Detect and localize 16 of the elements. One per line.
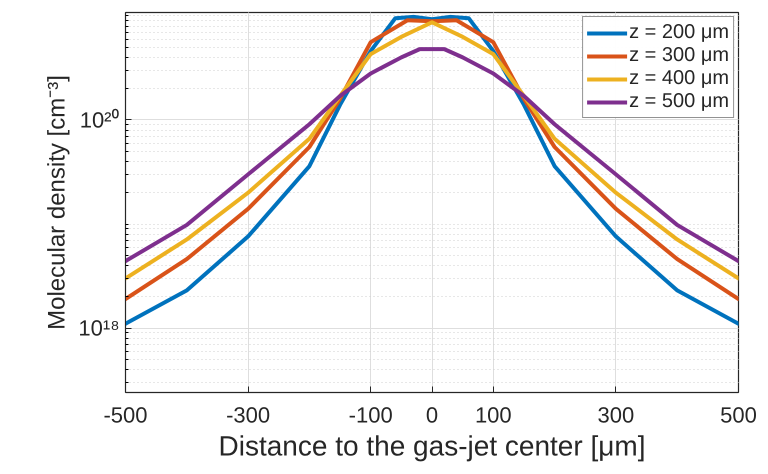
y-tick-label: 10¹⁸ xyxy=(78,316,120,341)
y-tick-label: 10²⁰ xyxy=(80,107,120,132)
x-tick-label: 100 xyxy=(474,402,512,428)
x-tick-label: -500 xyxy=(103,402,148,428)
legend-label: z = 200 μm xyxy=(629,21,729,44)
y-axis-title: Molecular density [cm⁻³] xyxy=(43,75,70,330)
legend-label: z = 300 μm xyxy=(629,44,729,67)
x-tick-label: 500 xyxy=(720,402,757,428)
x-axis-title: Distance to the gas-jet center [μm] xyxy=(218,430,646,462)
x-tick-label: -100 xyxy=(348,402,393,428)
x-tick-label: -300 xyxy=(226,402,270,428)
legend-label: z = 500 μm xyxy=(629,90,729,113)
x-tick-label: 300 xyxy=(598,402,634,428)
legend-label: z = 400 μm xyxy=(629,67,729,90)
line-series xyxy=(126,47,738,264)
x-tick-label: 0 xyxy=(426,402,438,428)
